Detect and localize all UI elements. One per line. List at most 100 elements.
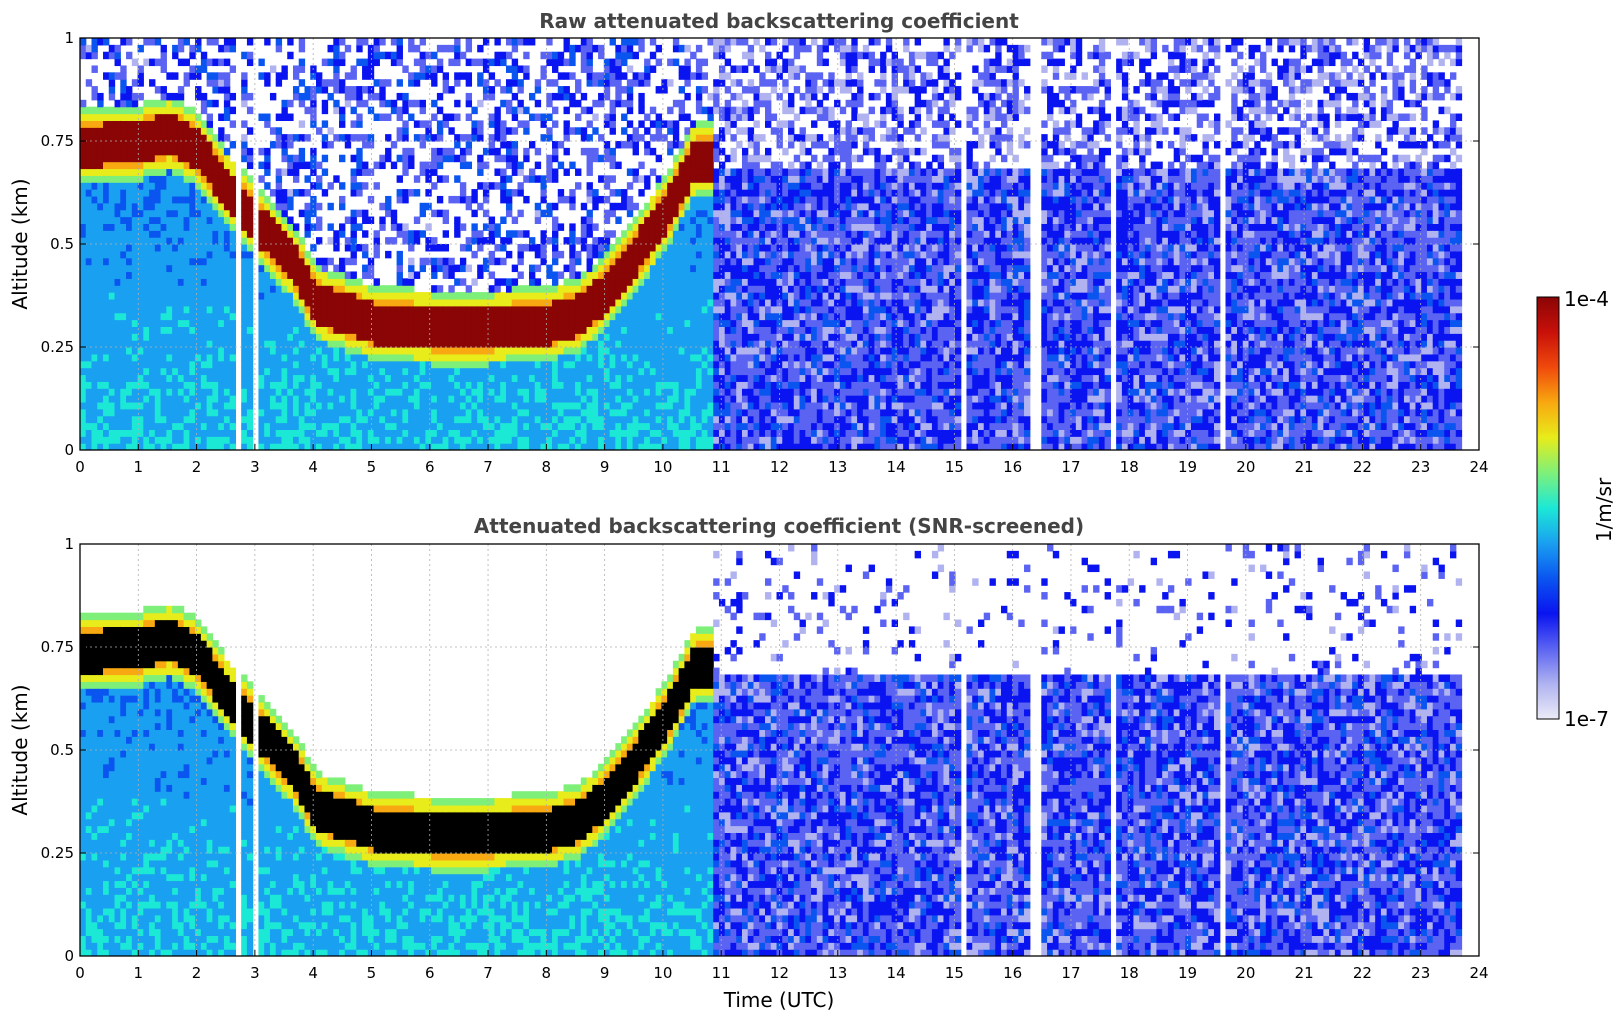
heatmap-cell	[91, 223, 98, 231]
heatmap-cell	[695, 401, 703, 410]
heatmap-cell	[494, 113, 501, 121]
heatmap-cell	[373, 278, 380, 286]
heatmap-cell	[603, 292, 611, 300]
heatmap-cell	[275, 422, 283, 430]
heatmap-cell	[713, 319, 720, 327]
heatmap-cell	[304, 216, 311, 224]
heatmap-cell	[385, 154, 392, 163]
heatmap-cell	[373, 244, 380, 252]
heatmap-cell	[684, 278, 691, 286]
heatmap-cell	[333, 422, 340, 430]
heatmap-cell	[632, 326, 639, 334]
heatmap-cell	[431, 429, 438, 437]
heatmap-cell	[528, 333, 536, 341]
heatmap-cell	[477, 415, 484, 424]
heatmap-cell	[131, 58, 139, 67]
heatmap-cell	[667, 408, 674, 417]
heatmap-cell	[649, 415, 657, 424]
heatmap-cell	[408, 367, 415, 376]
heatmap-cell	[137, 202, 144, 211]
heatmap-cell	[569, 202, 576, 211]
heatmap-cell	[695, 134, 703, 142]
heatmap-cell	[494, 244, 501, 252]
heatmap-cell	[264, 401, 271, 410]
heatmap-cell	[206, 175, 213, 183]
heatmap-cell	[281, 353, 288, 362]
heatmap-cell	[442, 175, 450, 183]
heatmap-cell	[552, 147, 559, 156]
heatmap-cell	[546, 92, 553, 101]
heatmap-cell	[298, 347, 306, 355]
heatmap-cell	[390, 312, 398, 321]
heatmap-cell	[523, 443, 530, 450]
heatmap-cell	[667, 127, 674, 135]
heatmap-cell	[465, 44, 473, 53]
heatmap-cell	[339, 381, 346, 389]
heatmap-cell	[638, 120, 645, 128]
heatmap-cell	[362, 168, 369, 176]
heatmap-cell	[339, 312, 346, 321]
heatmap-cell	[707, 106, 714, 115]
heatmap-cell	[695, 415, 703, 424]
heatmap-cell	[580, 298, 588, 307]
heatmap-cell	[523, 154, 530, 163]
heatmap-cell	[137, 353, 144, 362]
heatmap-cell	[690, 429, 697, 437]
heatmap-cell	[177, 319, 185, 327]
heatmap-cell	[206, 271, 213, 279]
heatmap-cell	[321, 374, 329, 382]
heatmap-cell	[534, 429, 542, 437]
heatmap-cell	[621, 230, 628, 238]
heatmap-cell	[212, 257, 219, 266]
heatmap-cell	[350, 388, 357, 396]
heatmap-cell	[177, 422, 185, 430]
heatmap-cell	[166, 443, 173, 450]
heatmap-cell	[350, 374, 357, 382]
heatmap-cell	[246, 264, 254, 273]
heatmap-cell	[264, 429, 271, 437]
heatmap-cell	[339, 120, 346, 128]
heatmap-cell	[678, 347, 686, 355]
heatmap-cell	[459, 401, 467, 410]
heatmap-cell	[626, 340, 634, 348]
heatmap-cell	[511, 353, 519, 362]
heatmap-cell	[91, 216, 98, 224]
heatmap-cell	[126, 401, 133, 410]
heatmap-cell	[586, 120, 593, 128]
heatmap-cell	[626, 51, 634, 60]
heatmap-cell	[425, 298, 432, 307]
heatmap-cell	[569, 92, 576, 101]
heatmap-cell	[655, 285, 662, 293]
heatmap-cell	[292, 244, 300, 252]
heatmap-cell	[212, 202, 219, 211]
heatmap-cell	[344, 422, 352, 430]
heatmap-cell	[695, 182, 703, 190]
heatmap-cell	[229, 175, 237, 183]
heatmap-cell	[80, 175, 87, 183]
heatmap-cell	[246, 92, 254, 101]
heatmap-cell	[200, 127, 208, 135]
heatmap-cell	[419, 38, 426, 46]
heatmap-cell	[160, 120, 167, 128]
heatmap-cell	[684, 415, 691, 424]
heatmap-cell	[649, 216, 657, 224]
heatmap-cell	[298, 278, 306, 286]
heatmap-cell	[218, 408, 225, 417]
heatmap-cell	[408, 388, 415, 396]
heatmap-cell	[327, 319, 334, 327]
heatmap-cell	[540, 381, 547, 389]
heatmap-cell	[442, 388, 450, 396]
heatmap-cell	[183, 401, 190, 410]
heatmap-cell	[350, 360, 357, 369]
heatmap-cell	[379, 305, 386, 314]
heatmap-cell	[304, 436, 311, 444]
heatmap-cell	[494, 408, 501, 417]
heatmap-cell	[701, 347, 709, 355]
heatmap-cell	[137, 113, 144, 121]
heatmap-cell	[471, 326, 478, 334]
heatmap-cell	[258, 353, 265, 362]
heatmap-cell	[327, 415, 334, 424]
heatmap-cell	[195, 209, 202, 218]
heatmap-cell	[448, 195, 455, 204]
heatmap-cell	[644, 230, 651, 238]
